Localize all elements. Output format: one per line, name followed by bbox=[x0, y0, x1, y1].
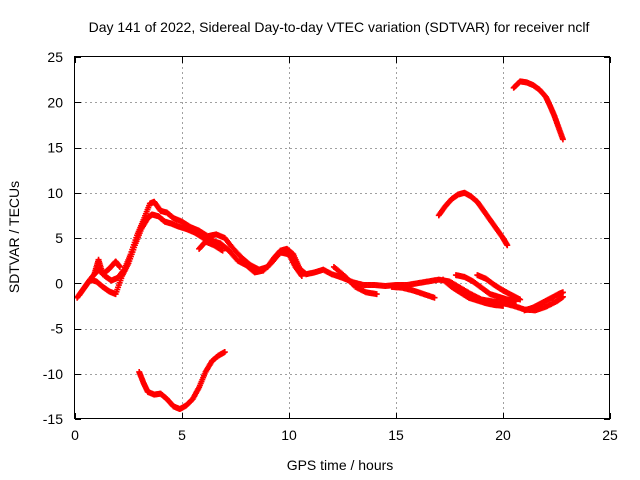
data-point bbox=[559, 289, 566, 296]
data-point bbox=[500, 302, 506, 309]
data-point bbox=[559, 136, 566, 143]
data-point bbox=[517, 296, 524, 303]
series-arc-11 bbox=[136, 349, 228, 413]
series-arc-5 bbox=[330, 263, 380, 298]
y-axis-label: SDTVAR / TECUs bbox=[6, 181, 22, 293]
x-tick-label: 25 bbox=[602, 427, 618, 443]
x-axis: 0 5 10 15 20 25 bbox=[71, 57, 618, 443]
y-tick-label: 25 bbox=[47, 49, 63, 65]
data-point bbox=[373, 291, 380, 298]
y-tick-label: -15 bbox=[43, 411, 63, 427]
y-tick-label: -10 bbox=[43, 366, 63, 382]
y-tick-label: 5 bbox=[55, 230, 63, 246]
y-tick-label: 20 bbox=[47, 94, 63, 110]
grid-lines bbox=[75, 57, 610, 419]
series-arc-13 bbox=[510, 78, 566, 143]
y-axis: -15 -10 -5 0 5 10 15 20 25 bbox=[43, 49, 610, 427]
data-point bbox=[221, 349, 228, 356]
data-point bbox=[116, 263, 123, 270]
data-point bbox=[298, 273, 305, 280]
series-arc-8 bbox=[474, 272, 524, 303]
series-arc-7 bbox=[452, 272, 519, 305]
series-arc-6 bbox=[388, 283, 438, 301]
series-arc-9 bbox=[440, 276, 506, 309]
y-tick-label: 0 bbox=[55, 275, 63, 291]
series-arc-2 bbox=[74, 211, 305, 301]
x-tick-label: 20 bbox=[495, 427, 511, 443]
x-tick-label: 5 bbox=[178, 427, 186, 443]
x-tick-label: 0 bbox=[71, 427, 79, 443]
x-axis-label: GPS time / hours bbox=[287, 457, 394, 473]
series-arc-4 bbox=[196, 238, 226, 254]
y-tick-label: 10 bbox=[47, 185, 63, 201]
y-tick-label: 15 bbox=[47, 140, 63, 156]
x-tick-label: 15 bbox=[388, 427, 404, 443]
data-point bbox=[219, 247, 226, 254]
y-tick-label: -5 bbox=[51, 321, 64, 337]
chart-title: Day 141 of 2022, Sidereal Day-to-day VTE… bbox=[89, 19, 590, 35]
x-tick-label: 10 bbox=[281, 427, 297, 443]
plot-frame bbox=[74, 56, 610, 419]
data-point bbox=[504, 242, 511, 249]
data-series bbox=[74, 78, 566, 413]
series-arc-10 bbox=[521, 289, 566, 314]
data-point bbox=[431, 294, 438, 301]
data-point bbox=[298, 271, 305, 278]
series-arc-12 bbox=[435, 189, 511, 249]
series-arc-3 bbox=[91, 256, 123, 278]
